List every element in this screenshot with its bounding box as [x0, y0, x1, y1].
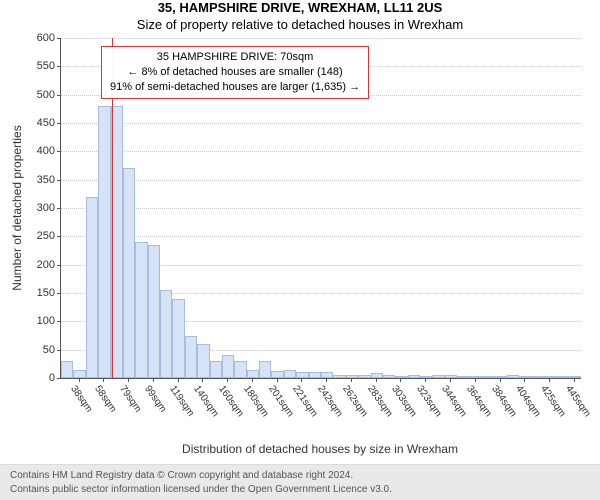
yaxis-title: Number of detached properties: [10, 125, 24, 290]
ytick-label: 200: [37, 259, 55, 271]
histogram-bar: [531, 376, 543, 378]
xaxis-title: Distribution of detached houses by size …: [60, 442, 580, 456]
histogram-bar: [98, 106, 110, 378]
ytick-label: 300: [37, 202, 55, 214]
xtick-label: 445sqm: [563, 384, 592, 419]
gridline: [61, 151, 581, 152]
histogram-bar: [333, 375, 345, 378]
histogram-bar: [556, 376, 568, 378]
histogram-bar: [395, 376, 407, 378]
gridline: [61, 180, 581, 181]
gridline: [61, 236, 581, 237]
histogram-bar: [271, 371, 283, 378]
histogram-bar: [321, 372, 333, 378]
ytick-label: 600: [37, 32, 55, 44]
xtick-label: 99sqm: [142, 384, 168, 415]
chart: Number of detached properties 35 HAMPSHI…: [60, 38, 580, 418]
title-block: 35, HAMPSHIRE DRIVE, WREXHAM, LL11 2US S…: [0, 0, 600, 32]
ytick-label: 50: [43, 344, 55, 356]
gridline: [61, 38, 581, 39]
xtick-label: 38sqm: [68, 384, 94, 415]
histogram-bar: [172, 299, 184, 378]
histogram-bar: [148, 245, 160, 378]
footer-line1: Contains HM Land Registry data © Crown c…: [10, 469, 590, 483]
histogram-bar: [383, 375, 395, 378]
histogram-bar: [569, 376, 581, 378]
histogram-bar: [494, 376, 506, 378]
xtick-label: 79sqm: [117, 384, 143, 415]
histogram-bar: [284, 370, 296, 379]
infobox: 35 HAMPSHIRE DRIVE: 70sqm← 8% of detache…: [101, 46, 369, 99]
histogram-bar: [482, 376, 494, 378]
ytick-label: 500: [37, 89, 55, 101]
histogram-bar: [432, 375, 444, 378]
histogram-bar: [259, 361, 271, 378]
ytick-label: 400: [37, 145, 55, 157]
ytick-label: 450: [37, 117, 55, 129]
histogram-bar: [197, 344, 209, 378]
footer-line2: Contains public sector information licen…: [10, 483, 590, 497]
histogram-bar: [160, 290, 172, 378]
histogram-bar: [135, 242, 147, 378]
histogram-bar: [457, 376, 469, 378]
infobox-line2: ← 8% of detached houses are smaller (148…: [110, 65, 360, 80]
ytick-label: 150: [37, 287, 55, 299]
xtick-label: 58sqm: [92, 384, 118, 415]
infobox-line3: 91% of semi-detached houses are larger (…: [110, 80, 360, 95]
histogram-bar: [519, 376, 531, 378]
subtitle: Size of property relative to detached ho…: [0, 17, 600, 32]
histogram-bar: [86, 197, 98, 378]
histogram-bar: [123, 168, 135, 378]
histogram-bar: [234, 361, 246, 378]
ytick-label: 550: [37, 60, 55, 72]
histogram-bar: [73, 370, 85, 378]
infobox-line1: 35 HAMPSHIRE DRIVE: 70sqm: [110, 50, 360, 65]
gridline: [61, 123, 581, 124]
histogram-bar: [185, 336, 197, 379]
footer: Contains HM Land Registry data © Crown c…: [0, 464, 600, 500]
histogram-bar: [507, 375, 519, 378]
ytick-label: 250: [37, 230, 55, 242]
histogram-bar: [247, 370, 259, 379]
gridline: [61, 208, 581, 209]
histogram-bar: [371, 373, 383, 378]
histogram-bar: [309, 372, 321, 378]
histogram-bar: [61, 361, 73, 378]
ytick-label: 100: [37, 315, 55, 327]
ytick-label: 0: [49, 372, 55, 384]
histogram-bar: [222, 355, 234, 378]
histogram-bar: [420, 376, 432, 378]
histogram-bar: [408, 375, 420, 378]
ytick-label: 350: [37, 174, 55, 186]
histogram-bar: [346, 375, 358, 378]
plot-area: 35 HAMPSHIRE DRIVE: 70sqm← 8% of detache…: [60, 38, 581, 379]
histogram-bar: [296, 372, 308, 378]
address-title: 35, HAMPSHIRE DRIVE, WREXHAM, LL11 2US: [0, 0, 600, 15]
histogram-bar: [358, 375, 370, 378]
histogram-bar: [210, 361, 222, 378]
histogram-bar: [470, 376, 482, 378]
